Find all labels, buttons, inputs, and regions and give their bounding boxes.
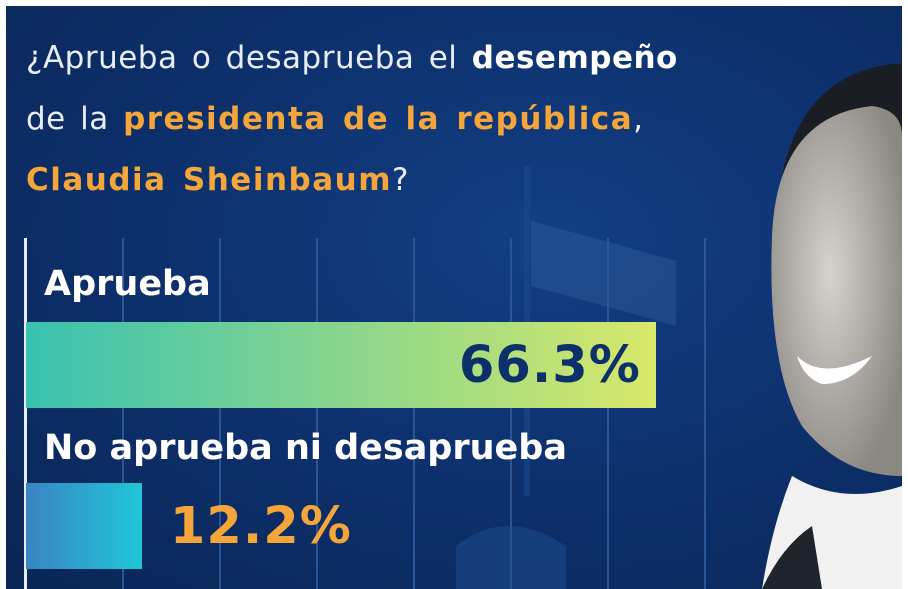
question-mark: ? [392,162,409,198]
president-photo [762,64,902,589]
bar-aprueba [26,322,656,408]
bar-label-aprueba: Aprueba [44,264,211,304]
question-text: ¿Aprueba o desaprueba el desempeño de la… [26,28,746,211]
question-highlight-role: presidenta de la república [123,101,634,137]
building-silhouette [456,526,566,589]
bar-label-no-aprueba-ni-desaprueba: No aprueba ni desaprueba [44,428,567,468]
chart-axis-line [24,238,27,589]
question-part3: de la [26,101,124,137]
bar-no-aprueba-ni-desaprueba [26,483,142,569]
flag-silhouette [531,221,676,326]
infographic-frame: ¿Aprueba o desaprueba el desempeño de la… [6,6,902,589]
value-label-no-aprueba-ni-desaprueba: 12.2% [169,497,352,556]
value-label-aprueba: 66.3% [458,336,641,395]
gridlines [122,238,706,589]
question-comma: , [633,101,644,137]
question-highlight-name: Claudia Sheinbaum [26,162,392,198]
background-decoration [122,166,706,589]
question-emphasis: desempeño [471,40,678,76]
question-part1: ¿Aprueba o desaprueba el [26,40,472,76]
